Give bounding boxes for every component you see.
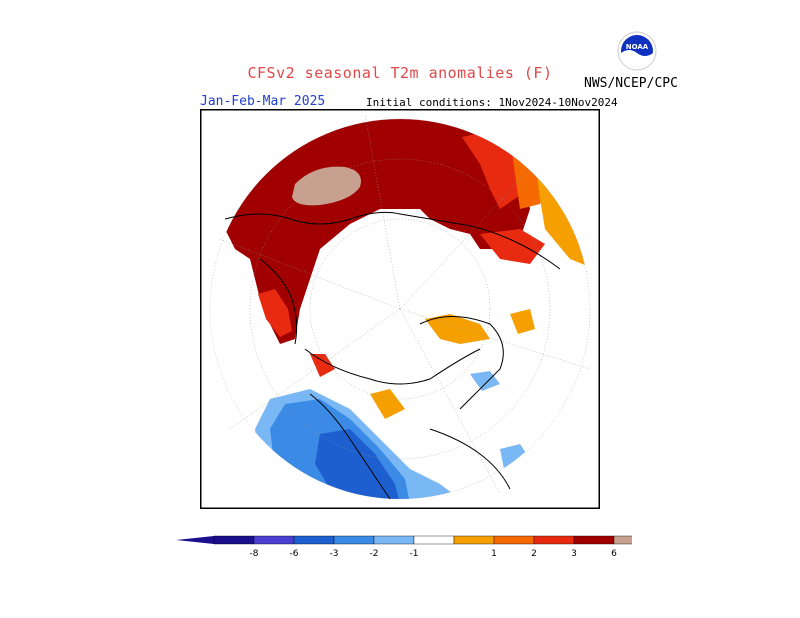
agency-label: NWS/NCEP/CPC xyxy=(584,76,678,91)
colorbar-bin xyxy=(613,535,632,545)
colorbar-bin xyxy=(373,535,415,545)
noaa-logo: NOAA xyxy=(617,31,657,71)
polar-map xyxy=(200,109,600,509)
colorbar-bin xyxy=(333,535,375,545)
anomaly-orange-east xyxy=(510,309,535,334)
colorbar-tick-label: 6 xyxy=(611,549,617,559)
anomaly-red-west xyxy=(258,289,292,337)
colorbar-tick-label: -3 xyxy=(330,549,339,559)
colorbar-tick-label: 3 xyxy=(571,549,577,559)
colorbar-tick-label: 1 xyxy=(491,549,497,559)
map-boundary xyxy=(209,118,591,500)
colorbar-tick-label: -6 xyxy=(290,549,299,559)
colorbar-bin xyxy=(293,535,335,545)
anomaly-dark-red-eurasia xyxy=(220,119,530,344)
colorbar-under-arrow xyxy=(176,536,214,544)
colorbar-tick-label: -8 xyxy=(250,549,259,559)
anomaly-orange-alaska xyxy=(425,314,490,344)
map-border xyxy=(200,109,600,509)
anomaly-dark-blue-na xyxy=(315,429,400,499)
colorbar: -8-6-3-2-112368 xyxy=(176,535,632,559)
colorbar-bin xyxy=(493,535,535,545)
anomaly-red-east-lower xyxy=(480,229,545,264)
colorbar-bin xyxy=(573,535,615,545)
initial-conditions: Initial conditions: 1Nov2024-10Nov2024 xyxy=(366,96,618,109)
colorbar-bin xyxy=(453,535,495,545)
coastlines xyxy=(224,211,561,500)
colorbar-tick-label: -2 xyxy=(370,549,379,559)
forecast-period: Jan-Feb-Mar 2025 xyxy=(200,94,326,109)
colorbar-bin xyxy=(213,535,255,545)
colorbar-bin xyxy=(413,535,455,545)
anomaly-tan-siberia xyxy=(292,166,361,206)
colorbar-tick-label: 2 xyxy=(531,549,537,559)
colorbar-bin xyxy=(533,535,575,545)
chart-title: CFSv2 seasonal T2m anomalies (F) xyxy=(247,64,553,82)
anomaly-red-canada xyxy=(310,354,335,377)
colorbar-tick-label: -1 xyxy=(410,549,419,559)
colorbar-bin xyxy=(253,535,295,545)
logo-text: NOAA xyxy=(626,43,649,51)
